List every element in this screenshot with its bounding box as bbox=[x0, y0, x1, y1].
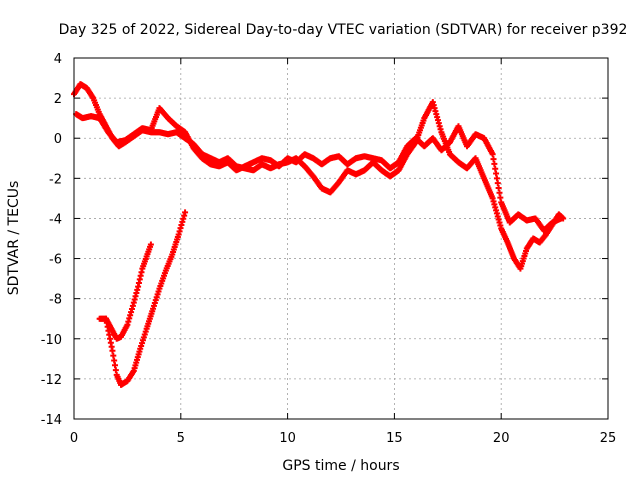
y-tick-label: 0 bbox=[54, 132, 62, 147]
y-tick-label: 2 bbox=[54, 92, 62, 107]
grid bbox=[74, 58, 608, 419]
x-tick-label: 0 bbox=[70, 431, 78, 446]
series-main-trace-b bbox=[73, 105, 565, 234]
y-tick-label: -14 bbox=[41, 413, 62, 428]
y-tick-label: -4 bbox=[49, 212, 62, 227]
x-tick-label: 25 bbox=[600, 431, 617, 446]
x-axis-label: GPS time / hours bbox=[282, 458, 399, 474]
x-tick-label: 20 bbox=[493, 431, 510, 446]
x-axis-ticks: 0 5 10 15 20 25 bbox=[70, 58, 616, 446]
data-series bbox=[71, 81, 567, 388]
x-tick-label: 15 bbox=[386, 431, 403, 446]
data-point bbox=[147, 241, 154, 248]
x-tick-label: 10 bbox=[279, 431, 296, 446]
y-tick-label: -12 bbox=[41, 373, 62, 388]
series-lower-branch-a bbox=[96, 209, 189, 388]
x-tick-label: 5 bbox=[177, 431, 185, 446]
chart-title: Day 325 of 2022, Sidereal Day-to-day VTE… bbox=[59, 22, 628, 38]
y-axis-ticks: -14 -12 -10 -8 -6 -4 -2 0 2 4 bbox=[41, 52, 608, 428]
plot-frame bbox=[73, 57, 609, 420]
y-tick-label: -2 bbox=[49, 172, 62, 187]
y-tick-label: 4 bbox=[54, 52, 62, 67]
y-tick-label: -6 bbox=[49, 253, 62, 268]
series-main-trace-a bbox=[71, 81, 567, 272]
y-axis-label: SDTVAR / TECUs bbox=[6, 181, 22, 296]
y-tick-label: -10 bbox=[41, 333, 62, 348]
data-point bbox=[558, 215, 565, 222]
y-tick-label: -8 bbox=[49, 293, 62, 308]
data-point bbox=[182, 209, 189, 216]
series-lower-branch-b bbox=[103, 241, 154, 342]
